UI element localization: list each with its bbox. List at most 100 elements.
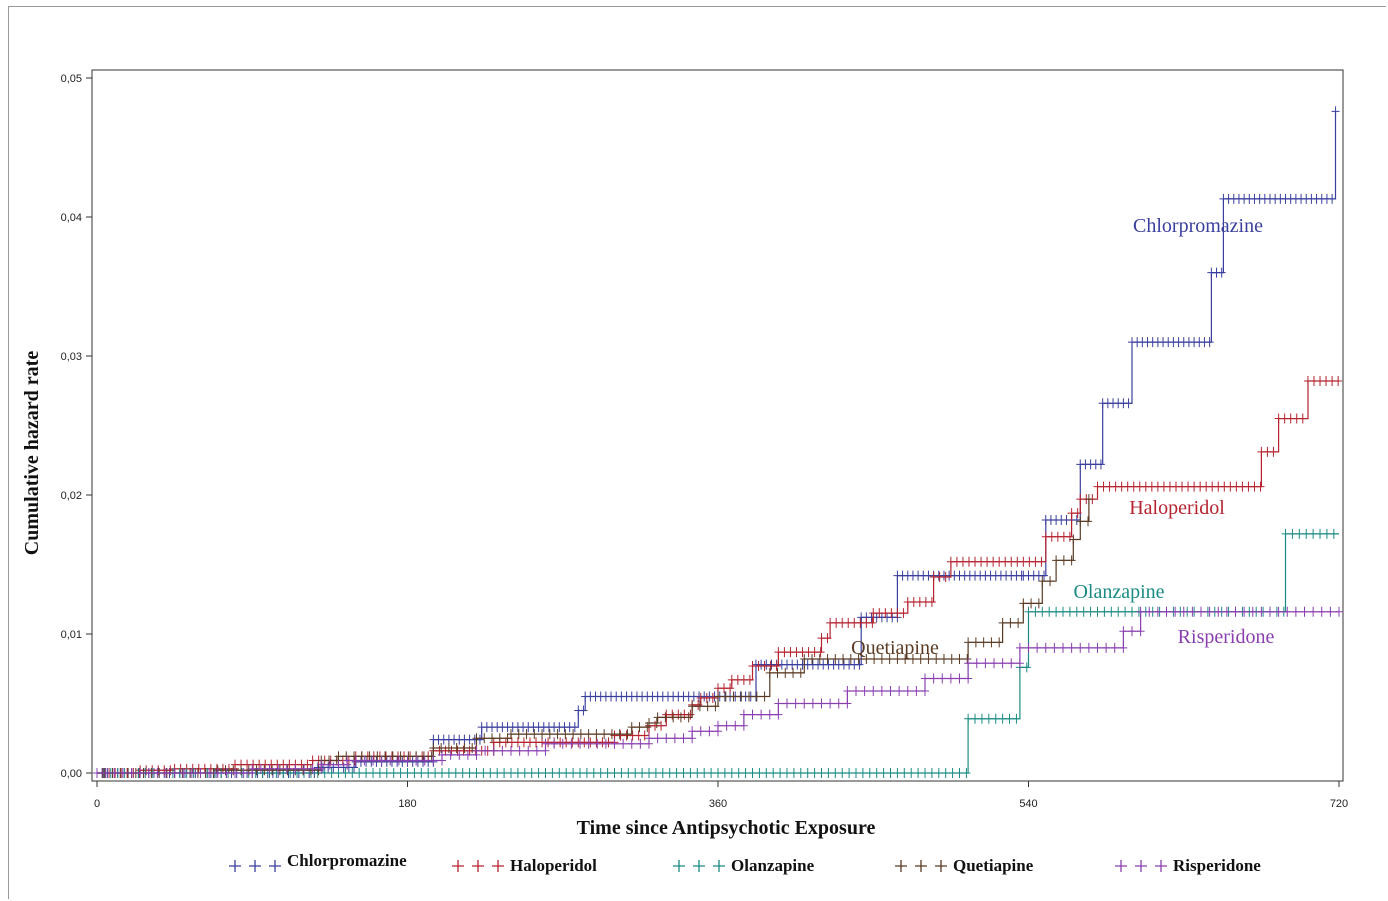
censor-mark	[213, 768, 222, 778]
censor-mark	[350, 762, 359, 773]
censor-mark	[995, 637, 1004, 648]
censor-mark	[520, 768, 529, 778]
censor-mark	[1283, 606, 1292, 617]
censor-mark	[282, 763, 291, 774]
y-tick-label: 0,00	[61, 768, 82, 780]
censor-mark	[707, 768, 716, 778]
censor-mark	[776, 768, 785, 778]
censor-mark	[530, 729, 539, 740]
censor-mark	[248, 763, 257, 774]
censor-mark	[1065, 606, 1074, 617]
censor-mark	[222, 768, 231, 778]
censor-mark	[348, 768, 357, 778]
censor-mark	[1007, 658, 1016, 669]
censor-mark	[640, 730, 649, 741]
censor-mark	[1322, 528, 1331, 539]
y-axis: 0,00 0,01 0,02 0,03 0,04 0,05	[61, 73, 92, 780]
censor-mark	[593, 738, 602, 749]
censor-mark	[1046, 576, 1055, 587]
series-olanzapine	[93, 528, 1339, 778]
censor-mark	[998, 658, 1007, 669]
censor-mark	[1217, 267, 1226, 278]
legend-marker	[895, 860, 907, 872]
censor-mark	[468, 742, 477, 753]
censor-mark	[627, 738, 636, 749]
censor-mark	[1015, 642, 1024, 653]
legend-marker	[693, 860, 705, 872]
censor-mark	[858, 768, 867, 778]
censor-mark	[1145, 606, 1154, 617]
censor-mark	[394, 755, 403, 766]
censor-mark	[927, 768, 936, 778]
censor-mark	[1041, 642, 1050, 653]
censor-mark	[360, 755, 369, 766]
censor-mark	[1331, 106, 1340, 117]
legend-marker	[249, 860, 261, 872]
censor-mark	[977, 713, 986, 724]
censor-mark	[783, 768, 791, 778]
censor-mark	[419, 751, 428, 762]
censor-mark	[955, 673, 964, 684]
censor-mark	[998, 617, 1007, 628]
censor-mark	[534, 768, 543, 778]
censor-mark	[869, 685, 878, 696]
censor-mark	[427, 751, 436, 762]
censor-mark	[475, 734, 484, 745]
series-layer	[93, 106, 1343, 778]
censor-mark	[745, 691, 754, 702]
censor-mark	[914, 768, 923, 778]
censor-mark	[1269, 446, 1278, 457]
censor-mark	[783, 698, 791, 709]
censor-mark	[946, 673, 955, 684]
censor-mark	[737, 691, 746, 702]
censor-mark	[939, 654, 948, 665]
censor-mark	[1205, 606, 1214, 617]
censor-mark	[800, 698, 809, 709]
censor-mark	[479, 768, 488, 778]
censor-mark	[1084, 516, 1093, 527]
censor-mark	[555, 768, 564, 778]
censor-mark	[981, 658, 990, 669]
censor-mark	[624, 768, 633, 778]
censor-mark	[653, 712, 662, 723]
censor-mark	[507, 729, 515, 740]
censor-mark	[929, 673, 938, 684]
censor-mark	[1274, 606, 1283, 617]
censor-mark	[446, 749, 455, 760]
censor-mark	[872, 768, 881, 778]
censor-mark	[658, 768, 667, 778]
censor-mark	[796, 667, 805, 678]
censor-mark	[688, 701, 697, 712]
y-tick-label: 0,04	[61, 212, 82, 224]
legend-item-quetiapine: Quetiapine	[895, 856, 1034, 875]
censor-mark	[652, 717, 661, 728]
series-risperidone	[93, 606, 1343, 778]
censor-mark	[1031, 606, 1040, 617]
censor-mark	[877, 654, 886, 665]
censor-mark	[714, 691, 722, 702]
censor-mark	[320, 768, 329, 778]
censor-mark	[1257, 606, 1266, 617]
legend-marker	[452, 860, 464, 872]
censor-mark	[877, 685, 886, 696]
censor-mark	[325, 755, 334, 766]
censor-mark	[444, 742, 453, 753]
censor-mark	[569, 768, 578, 778]
censor-mark	[603, 768, 612, 778]
censor-mark	[972, 658, 981, 669]
censor-mark	[1073, 508, 1082, 519]
censor-mark	[303, 759, 312, 770]
censor-mark	[498, 745, 507, 756]
censor-mark	[570, 722, 579, 733]
y-tick-label: 0,02	[61, 490, 82, 502]
censor-mark	[187, 768, 196, 778]
x-tick-label: 720	[1330, 798, 1348, 810]
censor-mark	[817, 768, 826, 778]
censor-mark	[900, 768, 909, 778]
censor-mark	[661, 712, 670, 723]
censor-mark	[657, 720, 666, 731]
censor-mark	[971, 713, 980, 724]
censor-mark	[1033, 642, 1042, 653]
censor-mark	[720, 768, 729, 778]
censor-mark	[514, 729, 523, 740]
